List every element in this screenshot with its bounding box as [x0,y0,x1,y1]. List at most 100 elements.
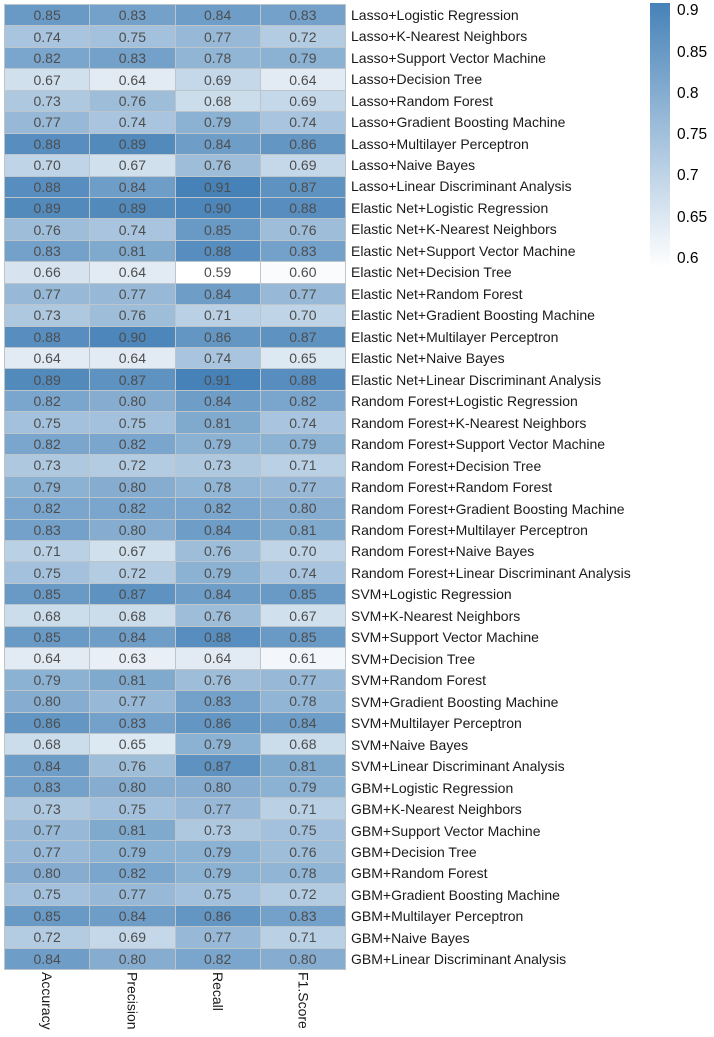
row-label: GBM+Support Vector Machine [351,822,541,839]
legend-tick-label: 0.7 [677,167,699,185]
heatmap-cell: 0.84 [175,283,260,305]
heatmap-cell: 0.73 [5,305,90,326]
heatmap-cell: 0.86 [175,905,260,927]
heatmap-cell: 0.76 [260,219,345,240]
heatmap-cell: 0.67 [260,605,345,626]
row-label: Random Forest+Logistic Regression [351,393,578,410]
heatmap-cell: 0.68 [175,90,260,112]
heatmap-cell: 0.68 [5,605,90,626]
heatmap-cell: 0.74 [5,26,90,47]
heatmap-cell: 0.84 [90,176,175,197]
heatmap-cell: 0.74 [260,112,345,133]
heatmap-cell: 0.74 [90,112,175,133]
heatmap-cell: 0.89 [5,197,90,219]
heatmap-cell: 0.84 [90,905,175,927]
heatmap-cell: 0.73 [5,455,90,476]
heatmap-cell: 0.64 [90,348,175,369]
heatmap-cell: 0.85 [5,905,90,927]
heatmap-cell: 0.63 [90,648,175,669]
row-label: GBM+Logistic Regression [351,779,514,796]
heatmap-cell: 0.79 [175,862,260,884]
heatmap-cell: 0.79 [175,562,260,583]
row-label: SVM+Support Vector Machine [351,629,539,646]
row-label: Random Forest+K-Nearest Neighbors [351,414,587,431]
row-label: SVM+Random Forest [351,672,486,689]
heatmap-grid: 0.85 0.83 0.84 0.83 0.74 0.75 0.77 0.72 0.82 0.83… [4,4,346,970]
heatmap-cell: 0.89 [90,197,175,219]
row-label: Elastic Net+Support Vector Machine [351,242,576,259]
heatmap-cell: 0.67 [90,540,175,562]
x-axis-label: Accuracy [38,972,55,1030]
heatmap-cell: 0.80 [90,519,175,540]
heatmap-cell: 0.79 [175,841,260,862]
heatmap-cell: 0.78 [260,691,345,712]
heatmap-cell: 0.82 [5,390,90,412]
heatmap-cell: 0.74 [260,412,345,433]
heatmap-cell: 0.72 [260,884,345,905]
heatmap-cell: 0.75 [260,819,345,841]
heatmap-cell: 0.76 [90,755,175,776]
heatmap-cell: 0.83 [90,47,175,69]
heatmap-cell: 0.68 [260,734,345,755]
heatmap-cell: 0.73 [175,455,260,476]
row-label: GBM+Multilayer Perceptron [351,908,524,925]
heatmap-cell: 0.77 [175,798,260,819]
heatmap-cell: 0.76 [5,219,90,240]
heatmap-cell: 0.69 [175,69,260,90]
x-axis-label: F1.Score [295,972,312,1029]
heatmap-cell: 0.77 [5,283,90,305]
heatmap-cell: 0.60 [260,262,345,283]
heatmap-cell: 0.73 [175,819,260,841]
row-label: Random Forest+Linear Discriminant Analys… [351,564,631,581]
heatmap-cell: 0.71 [260,927,345,948]
row-label: Lasso+Support Vector Machine [351,49,546,66]
heatmap-cell: 0.86 [175,712,260,734]
heatmap-cell: 0.88 [175,240,260,262]
heatmap-cell: 0.80 [5,691,90,712]
row-label: Elastic Net+Logistic Regression [351,199,549,216]
heatmap-cell: 0.88 [5,133,90,155]
heatmap-cell: 0.88 [260,369,345,390]
heatmap-cell: 0.73 [5,798,90,819]
row-label: Lasso+Logistic Regression [351,6,519,23]
heatmap-cell: 0.80 [175,776,260,798]
heatmap-cell: 0.72 [260,26,345,47]
heatmap-cell: 0.84 [175,5,260,26]
heatmap-cell: 0.81 [260,519,345,540]
heatmap-cell: 0.85 [260,583,345,605]
heatmap-cell: 0.82 [260,390,345,412]
x-axis-label-slot: Accuracy [4,972,90,1037]
legend-tick-label: 0.9 [677,2,699,20]
heatmap-cell: 0.87 [260,176,345,197]
heatmap-cell: 0.70 [260,305,345,326]
heatmap-cell: 0.83 [90,5,175,26]
heatmap-cell: 0.75 [5,884,90,905]
heatmap-cell: 0.81 [90,669,175,691]
heatmap-cell: 0.79 [175,433,260,455]
heatmap-cell: 0.83 [260,5,345,26]
row-label: Lasso+Random Forest [351,92,494,109]
heatmap-cell: 0.82 [5,433,90,455]
row-labels: Lasso+Logistic Regression Lasso+K-Nearest… [351,4,651,970]
heatmap-cell: 0.75 [5,412,90,433]
heatmap-cell: 0.59 [175,262,260,283]
heatmap-cell: 0.76 [175,669,260,691]
heatmap-cell: 0.76 [90,305,175,326]
heatmap-cell: 0.82 [90,433,175,455]
heatmap-cell: 0.80 [90,948,175,969]
heatmap-cell: 0.71 [5,540,90,562]
heatmap-cell: 0.85 [5,626,90,648]
heatmap-cell: 0.72 [90,562,175,583]
heatmap-cell: 0.64 [5,348,90,369]
heatmap-cell: 0.69 [260,155,345,176]
heatmap-cell: 0.87 [90,369,175,390]
heatmap-cell: 0.85 [260,626,345,648]
x-axis-label-slot: Precision [90,972,176,1037]
row-label: Random Forest+Gradient Boosting Machine [351,500,625,517]
heatmap-cell: 0.83 [5,240,90,262]
heatmap-cell: 0.83 [5,519,90,540]
row-label: Elastic Net+Gradient Boosting Machine [351,307,595,324]
heatmap-cell: 0.80 [260,498,345,519]
heatmap-cell: 0.75 [90,412,175,433]
row-label: GBM+Gradient Boosting Machine [351,886,560,903]
